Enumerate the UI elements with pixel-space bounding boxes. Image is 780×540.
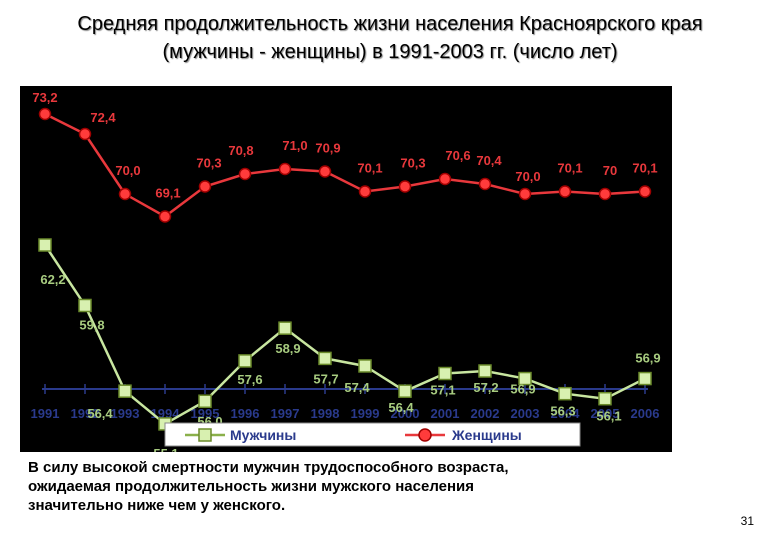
data-point-men xyxy=(398,384,412,398)
slide-caption: В силу высокой смертности мужчин трудосп… xyxy=(28,458,668,515)
legend-marker-men xyxy=(198,428,212,442)
data-label-men: 55,1 xyxy=(153,446,178,452)
legend-marker-women xyxy=(418,428,432,442)
data-label-women: 73,2 xyxy=(32,90,57,105)
data-label-men: 57,2 xyxy=(473,380,498,395)
data-point-women xyxy=(598,187,612,201)
x-tick-label: 1997 xyxy=(271,406,300,421)
data-point-women xyxy=(558,185,572,198)
slide-title: Средняя продолжительность жизни населени… xyxy=(0,10,780,66)
data-point-women xyxy=(518,187,532,201)
data-label-women: 72,4 xyxy=(90,110,116,125)
x-tick-label: 2005 xyxy=(591,406,620,421)
data-label-men: 56,4 xyxy=(388,400,414,415)
chart-area: 1991 1992 1993 1994 1995 1996 1997 1998 1999 2000… xyxy=(20,86,672,452)
data-point-women xyxy=(278,162,292,176)
data-label-men: 57,4 xyxy=(344,380,370,395)
data-label-men: 56,4 xyxy=(87,406,113,421)
data-label-women: 71,0 xyxy=(282,138,307,153)
data-label-women: 70,1 xyxy=(632,161,657,176)
data-point-men xyxy=(358,359,372,373)
data-point-women xyxy=(358,185,372,198)
caption-line2: ожидаемая продолжительность жизни мужско… xyxy=(28,478,475,495)
legend-label-women: Женщины xyxy=(451,427,522,443)
data-point-men xyxy=(318,351,332,366)
x-tick-label: 1992 xyxy=(71,406,100,421)
data-label-men: 57,1 xyxy=(430,383,455,398)
x-tick-label: 2001 xyxy=(431,406,460,421)
data-point-women xyxy=(438,172,452,186)
data-point-men xyxy=(198,394,212,408)
data-label-women: 70,4 xyxy=(476,153,502,168)
series-line-men xyxy=(43,244,646,426)
data-point-women xyxy=(318,165,332,178)
data-label-women: 70,3 xyxy=(196,156,221,171)
data-point-men xyxy=(78,298,92,313)
data-label-women: 70,8 xyxy=(228,143,253,158)
data-label-men: 56,3 xyxy=(550,404,575,419)
x-tick-label: 1993 xyxy=(111,406,140,421)
x-tick-label: 2002 xyxy=(471,406,500,421)
x-tick-label: 1998 xyxy=(311,406,340,421)
data-point-women xyxy=(478,177,492,191)
life-expectancy-chart: 1991 1992 1993 1994 1995 1996 1997 1998 1999 2000… xyxy=(31,90,661,452)
legend-box xyxy=(164,422,581,447)
x-tick-label: 2000 xyxy=(391,406,420,421)
data-label-men: 62,2 xyxy=(40,272,65,287)
data-point-women xyxy=(398,180,412,193)
data-point-men xyxy=(518,371,532,386)
x-tick-label: 1991 xyxy=(31,406,60,421)
slide-title-line2: (мужчины - женщины) в 1991-2003 гг. (чис… xyxy=(162,41,618,63)
data-label-men: 56,1 xyxy=(596,409,621,424)
data-point-men xyxy=(478,364,492,378)
x-tick-label: 1996 xyxy=(231,406,260,421)
series-line-women xyxy=(44,112,646,218)
x-tick-label: 2003 xyxy=(511,406,540,421)
data-point-men xyxy=(638,371,652,386)
data-point-men xyxy=(278,321,292,335)
data-point-women xyxy=(158,210,172,223)
data-label-women: 70,1 xyxy=(557,161,582,176)
data-label-men: 57,6 xyxy=(237,372,262,387)
data-label-women: 70,3 xyxy=(400,156,425,171)
data-point-men xyxy=(598,391,612,406)
data-point-men xyxy=(38,238,52,252)
page-number: 31 xyxy=(740,514,754,528)
x-tick-label: 1999 xyxy=(351,406,380,421)
data-point-women xyxy=(638,185,652,198)
caption-line1: В силу высокой смертности мужчин трудосп… xyxy=(28,459,509,476)
data-label-men: 57,7 xyxy=(313,371,338,386)
slide-title-line1: Средняя продолжительность жизни населени… xyxy=(77,13,703,35)
data-point-women xyxy=(38,107,52,121)
data-label-women: 70,9 xyxy=(315,141,340,156)
data-label-women: 70 xyxy=(603,163,617,178)
data-label-women: 70,1 xyxy=(357,161,382,176)
data-label-women: 70,6 xyxy=(445,148,470,163)
data-point-women xyxy=(238,167,252,181)
x-tick-label: 2006 xyxy=(631,406,660,421)
data-point-men xyxy=(558,386,572,401)
caption-line3: значительно ниже чем у женского. xyxy=(28,497,286,514)
data-point-women xyxy=(118,187,132,201)
data-label-men: 59,8 xyxy=(79,317,104,332)
data-label-men: 58,9 xyxy=(275,341,300,356)
data-label-women: 69,1 xyxy=(155,186,180,201)
data-point-women xyxy=(78,127,92,141)
legend-label-men: Мужчины xyxy=(230,427,296,443)
data-point-men xyxy=(238,354,252,368)
x-tick-label: 1995 xyxy=(191,406,220,421)
data-label-men: 56,9 xyxy=(510,382,535,397)
data-point-men xyxy=(118,384,132,398)
data-label-women: 70,0 xyxy=(515,169,540,184)
data-label-women: 70,0 xyxy=(115,163,140,178)
x-tick-label: 2004 xyxy=(551,406,581,421)
data-label-men: 56,9 xyxy=(635,351,660,366)
data-point-women xyxy=(198,180,212,193)
data-point-men xyxy=(438,366,452,381)
